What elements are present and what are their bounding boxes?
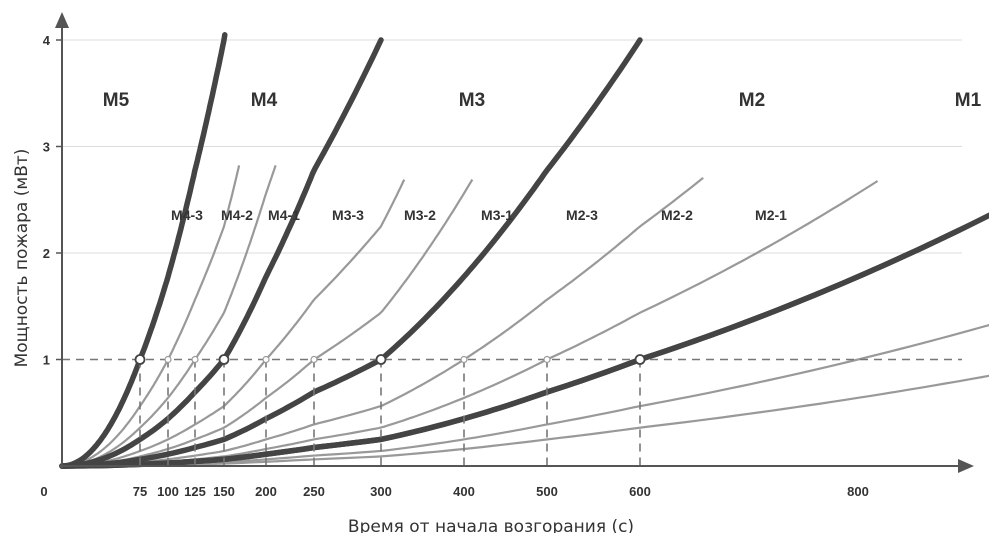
label-m2: M2 [739,90,765,111]
x-tick-400: 400 [453,484,475,499]
curve-m1 [59,227,962,469]
marker-300 [375,354,387,365]
growth-curves [59,32,989,469]
marker-125 [191,355,199,364]
label-m4-3: M4-3 [171,207,203,223]
x-tick-150: 150 [213,484,235,499]
label-m3: M3 [459,90,485,111]
curve-m2-2 [62,323,989,468]
x-tick-250: 250 [303,484,325,499]
y-axis-title: Мощность пожара (мВт) [12,149,32,368]
marker-100 [164,355,172,364]
tick-labels: 0 75 100 125 150 200 250 300 400 500 600 800 1 2 3 4 [40,33,868,499]
label-m1: M1 [955,90,982,111]
marker-150 [218,354,230,365]
curve-labels: M5 M4 M3 M2 M1 M4-3 M4-2 M4-1 M3-3 M3-2 M3-1 M2-3 M2… [103,90,982,223]
x-axis-title: Время от начала возгорания (с) [348,517,634,533]
label-m2-2: M2-2 [661,207,693,223]
x-tick-75: 75 [133,484,147,499]
axes [55,12,974,473]
curve-m4-3 [62,165,241,468]
label-m4-1: M4-1 [268,207,300,223]
marker-600 [634,354,646,365]
marker-250 [310,355,318,364]
y-tick-3: 3 [43,140,50,155]
y-tick-2: 2 [43,246,50,261]
curve-m2-3 [62,214,989,468]
label-m4-2: M4-2 [221,207,253,223]
x-axis-arrow [958,459,974,473]
label-m4: M4 [251,90,278,111]
marker-200 [262,355,270,364]
curve-m3-2 [62,176,704,468]
y-axis-arrow [55,12,69,28]
x-tick-300: 300 [370,484,392,499]
x-tick-500: 500 [536,484,558,499]
y-tick-4: 4 [43,33,51,48]
x-tick-600: 600 [629,484,651,499]
label-m2-1: M2-1 [755,207,787,223]
marker-400 [460,355,468,364]
label-m5: M5 [103,90,130,111]
label-m3-3: M3-3 [332,207,364,223]
x-tick-0: 0 [40,484,47,499]
marker-75 [134,354,146,365]
label-m3-2: M3-2 [404,207,436,223]
curve-m4-1 [62,179,406,468]
y-tick-1: 1 [43,353,50,368]
label-m3-1: M3-1 [481,207,513,223]
x-tick-125: 125 [184,484,206,499]
grid-lines [62,39,962,254]
marker-500 [543,355,551,364]
label-m2-3: M2-3 [566,207,598,223]
curve-m2 [59,212,989,469]
x-tick-100: 100 [157,484,179,499]
x-tick-200: 200 [255,484,277,499]
curve-m2-1 [62,374,989,468]
reference-lines [62,354,962,466]
x-tick-800: 800 [847,484,869,499]
